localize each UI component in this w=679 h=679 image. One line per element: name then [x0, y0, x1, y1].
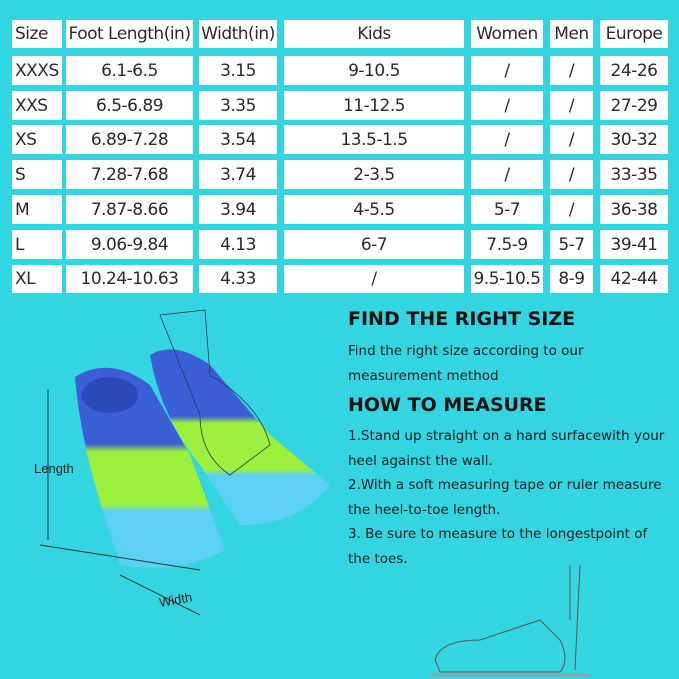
table-cell: 30-32 [600, 125, 668, 154]
table-cell: 42-44 [600, 265, 668, 293]
table-header: Size [12, 20, 62, 48]
table-cell: / [550, 91, 593, 120]
table-cell: 4.33 [199, 265, 277, 293]
table-cell: 4-5.5 [284, 195, 464, 224]
table-cell: 11-12.5 [284, 91, 464, 120]
table-header: Width(in) [199, 20, 277, 48]
right-fin [150, 349, 330, 525]
table-cell: XXS [12, 91, 62, 120]
table-cell: / [550, 125, 593, 154]
table-cell: 3.54 [199, 125, 277, 154]
table-cell: 8-9 [550, 265, 593, 293]
table-cell: 33-35 [600, 160, 668, 189]
table-cell: 9-10.5 [284, 56, 464, 85]
how-to-measure-title: HOW TO MEASURE [348, 394, 547, 416]
table-cell: / [550, 160, 593, 189]
table-cell: / [284, 265, 464, 293]
how-to-steps: 1.Stand up straight on a hard surfacewit… [348, 424, 668, 571]
step-2: 2.With a soft measuring tape or ruler me… [348, 477, 662, 518]
table-cell: 3.35 [199, 91, 277, 120]
table-cell: XL [12, 265, 62, 293]
table-cell: 13.5-1.5 [284, 125, 464, 154]
table-cell: XS [12, 125, 62, 154]
table-cell: 9.06-9.84 [66, 230, 193, 259]
table-cell: 6.5-6.89 [66, 91, 193, 120]
table-cell: / [550, 56, 593, 85]
table-header: Men [550, 20, 593, 48]
table-cell: M [12, 195, 62, 224]
find-size-title: FIND THE RIGHT SIZE [348, 308, 576, 330]
table-cell: / [471, 160, 543, 189]
table-cell: 10.24-10.63 [66, 265, 193, 293]
table-header: Kids [284, 20, 464, 48]
find-size-text: Find the right size according to our mea… [348, 343, 584, 384]
table-cell: 24-26 [600, 56, 668, 85]
step-3: 3. Be sure to measure to the longestpoin… [348, 526, 648, 567]
left-fin [75, 367, 225, 568]
table-cell: XXXS [12, 56, 62, 85]
table-cell: 7.87-8.66 [66, 195, 193, 224]
table-cell: / [471, 91, 543, 120]
table-cell: 6-7 [284, 230, 464, 259]
table-cell: L [12, 230, 62, 259]
foot-measure-illustration [430, 564, 590, 677]
table-header: Foot Length(in) [66, 20, 193, 48]
table-cell: 36-38 [600, 195, 668, 224]
table-header: Europe [600, 20, 668, 48]
table-cell: 5-7 [471, 195, 543, 224]
foot-wireframe [159, 309, 271, 476]
table-cell: / [471, 56, 543, 85]
table-cell: / [550, 195, 593, 224]
table-cell: 3.74 [199, 160, 277, 189]
table-cell: 3.94 [199, 195, 277, 224]
width-label: Width [158, 589, 193, 610]
table-cell: S [12, 160, 62, 189]
table-cell: 6.89-7.28 [66, 125, 193, 154]
table-cell: 5-7 [550, 230, 593, 259]
table-cell: 27-29 [600, 91, 668, 120]
table-cell: 6.1-6.5 [66, 56, 193, 85]
length-label: Length [34, 461, 74, 476]
table-header: Women [471, 20, 543, 48]
table-cell: 9.5-10.5 [471, 265, 543, 293]
table-cell: 3.15 [199, 56, 277, 85]
table-cell: 2-3.5 [284, 160, 464, 189]
table-cell: 4.13 [199, 230, 277, 259]
table-cell: 7.28-7.68 [66, 160, 193, 189]
table-cell: / [471, 125, 543, 154]
table-cell: 7.5-9 [471, 230, 543, 259]
fins-illustration: Length Width [34, 309, 330, 616]
step-1: 1.Stand up straight on a hard surfacewit… [348, 428, 665, 469]
table-cell: 39-41 [600, 230, 668, 259]
